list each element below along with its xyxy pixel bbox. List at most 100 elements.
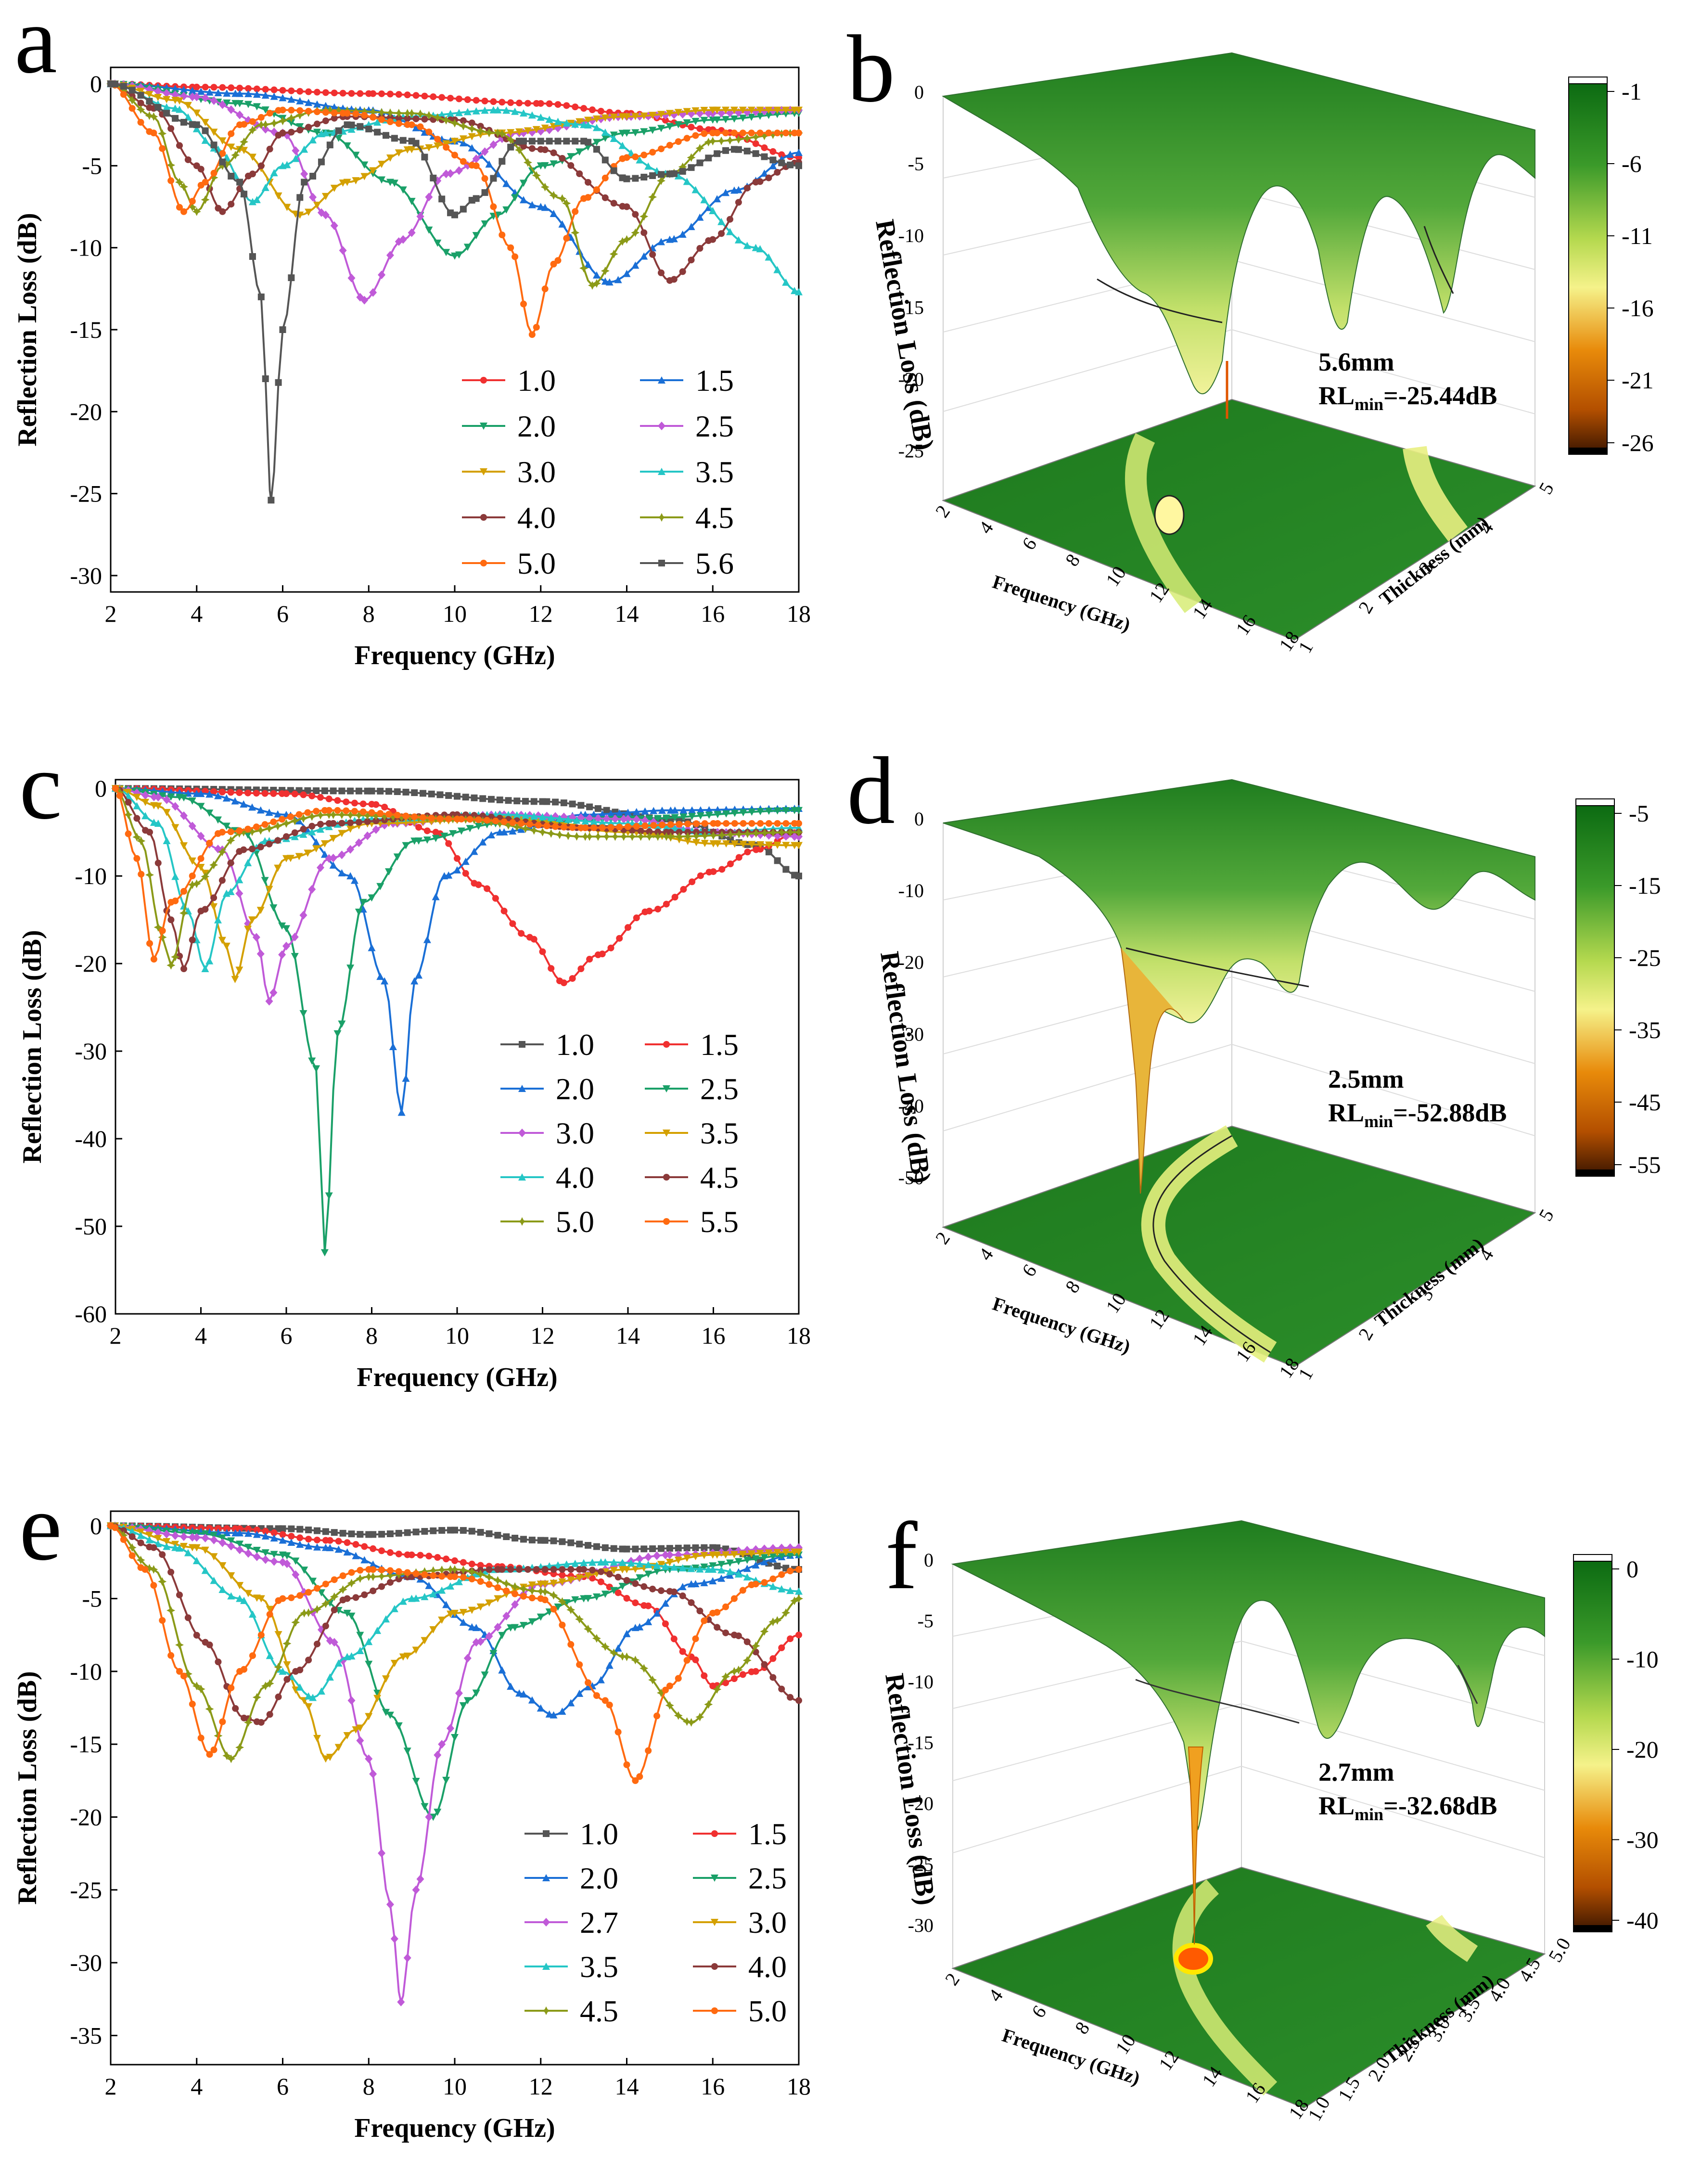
data-point — [236, 100, 244, 107]
data-point — [188, 1533, 196, 1542]
data-point — [460, 117, 467, 124]
data-point — [550, 1537, 557, 1544]
data-point — [283, 833, 290, 840]
data-point — [631, 1566, 639, 1573]
data-point — [627, 832, 637, 841]
data-point — [179, 1532, 188, 1542]
data-point — [343, 1548, 351, 1556]
data-point — [571, 1596, 579, 1604]
thickness-tick-label: 2 — [1354, 1324, 1378, 1344]
data-point — [296, 194, 304, 201]
data-point — [412, 115, 420, 122]
data-point — [650, 807, 658, 814]
data-point — [179, 182, 188, 192]
data-point — [219, 158, 226, 166]
data-point — [541, 204, 549, 211]
data-point — [202, 127, 209, 134]
data-point — [132, 833, 141, 842]
data-point — [717, 831, 727, 840]
data-point — [473, 162, 480, 169]
data-point — [206, 1641, 213, 1648]
legend-item: 1.0 — [462, 363, 556, 398]
data-point — [445, 840, 452, 847]
data-point — [325, 807, 333, 814]
data-point — [354, 811, 363, 820]
data-point — [292, 1570, 300, 1579]
z-ticks: 0-5-10-15-20-25 — [898, 81, 924, 462]
data-point — [722, 840, 730, 848]
colorbar-f: 0-10-20-30-40 — [1573, 1554, 1659, 1934]
data-point — [594, 814, 602, 823]
data-point — [205, 790, 214, 798]
data-point — [598, 819, 606, 826]
data-point — [270, 790, 277, 797]
data-point — [678, 162, 687, 171]
data-point — [163, 103, 171, 111]
data-point — [153, 923, 163, 932]
data-point — [261, 91, 269, 99]
data-point — [507, 99, 514, 106]
data-point — [579, 264, 588, 273]
data-point — [713, 106, 721, 114]
data-point — [622, 1652, 631, 1661]
data-point — [774, 169, 781, 176]
data-point — [150, 129, 157, 137]
legend-swatch-marker — [663, 1041, 670, 1048]
data-point — [202, 83, 209, 90]
data-point — [412, 1529, 420, 1536]
data-point — [438, 1740, 446, 1749]
data-point — [541, 124, 549, 132]
data-point — [312, 838, 320, 846]
data-point — [253, 790, 260, 797]
data-point — [614, 276, 622, 283]
data-point — [522, 797, 529, 805]
data-point — [575, 1615, 584, 1624]
data-point — [222, 794, 230, 802]
data-point — [696, 245, 703, 252]
data-point — [563, 235, 570, 242]
data-point — [504, 821, 513, 830]
data-point — [683, 1657, 691, 1664]
data-point — [313, 128, 321, 136]
data-point — [184, 1614, 192, 1621]
data-point — [752, 244, 760, 251]
data-point — [369, 167, 377, 175]
y-tick-label: -30 — [75, 1038, 107, 1065]
data-point — [296, 97, 304, 104]
z-tick-label: -15 — [908, 1732, 934, 1754]
data-point — [352, 1541, 359, 1548]
data-point — [774, 820, 781, 827]
data-point — [558, 220, 566, 228]
data-point — [576, 1661, 583, 1668]
legend: 1.0 1.52.0 2.52.7 3.03.5 4.04.5 5.0 — [524, 1817, 787, 2028]
data-point — [752, 1555, 760, 1563]
data-point — [554, 1603, 562, 1611]
data-point — [662, 1620, 669, 1627]
data-point — [412, 140, 420, 147]
data-point — [209, 173, 218, 182]
data-point — [386, 1567, 394, 1574]
data-point — [761, 1579, 768, 1586]
data-point — [370, 1545, 377, 1552]
data-point — [218, 1534, 227, 1542]
data-point — [743, 1565, 751, 1572]
data-point — [674, 1711, 683, 1720]
data-point — [765, 106, 773, 114]
data-point — [493, 1576, 502, 1585]
colorbar-tick-label: -6 — [1622, 150, 1642, 177]
data-point — [451, 1734, 459, 1742]
data-point — [782, 110, 790, 118]
data-point — [434, 1554, 441, 1561]
data-point — [292, 146, 300, 155]
data-point — [317, 794, 324, 801]
data-point — [360, 161, 369, 169]
data-point — [645, 1747, 652, 1754]
data-point — [665, 1701, 674, 1710]
data-point — [524, 127, 532, 135]
data-point — [658, 145, 665, 153]
data-point — [440, 833, 448, 840]
data-point — [232, 1705, 239, 1712]
data-point — [498, 129, 507, 138]
data-point — [674, 109, 682, 116]
data-point — [666, 832, 675, 841]
